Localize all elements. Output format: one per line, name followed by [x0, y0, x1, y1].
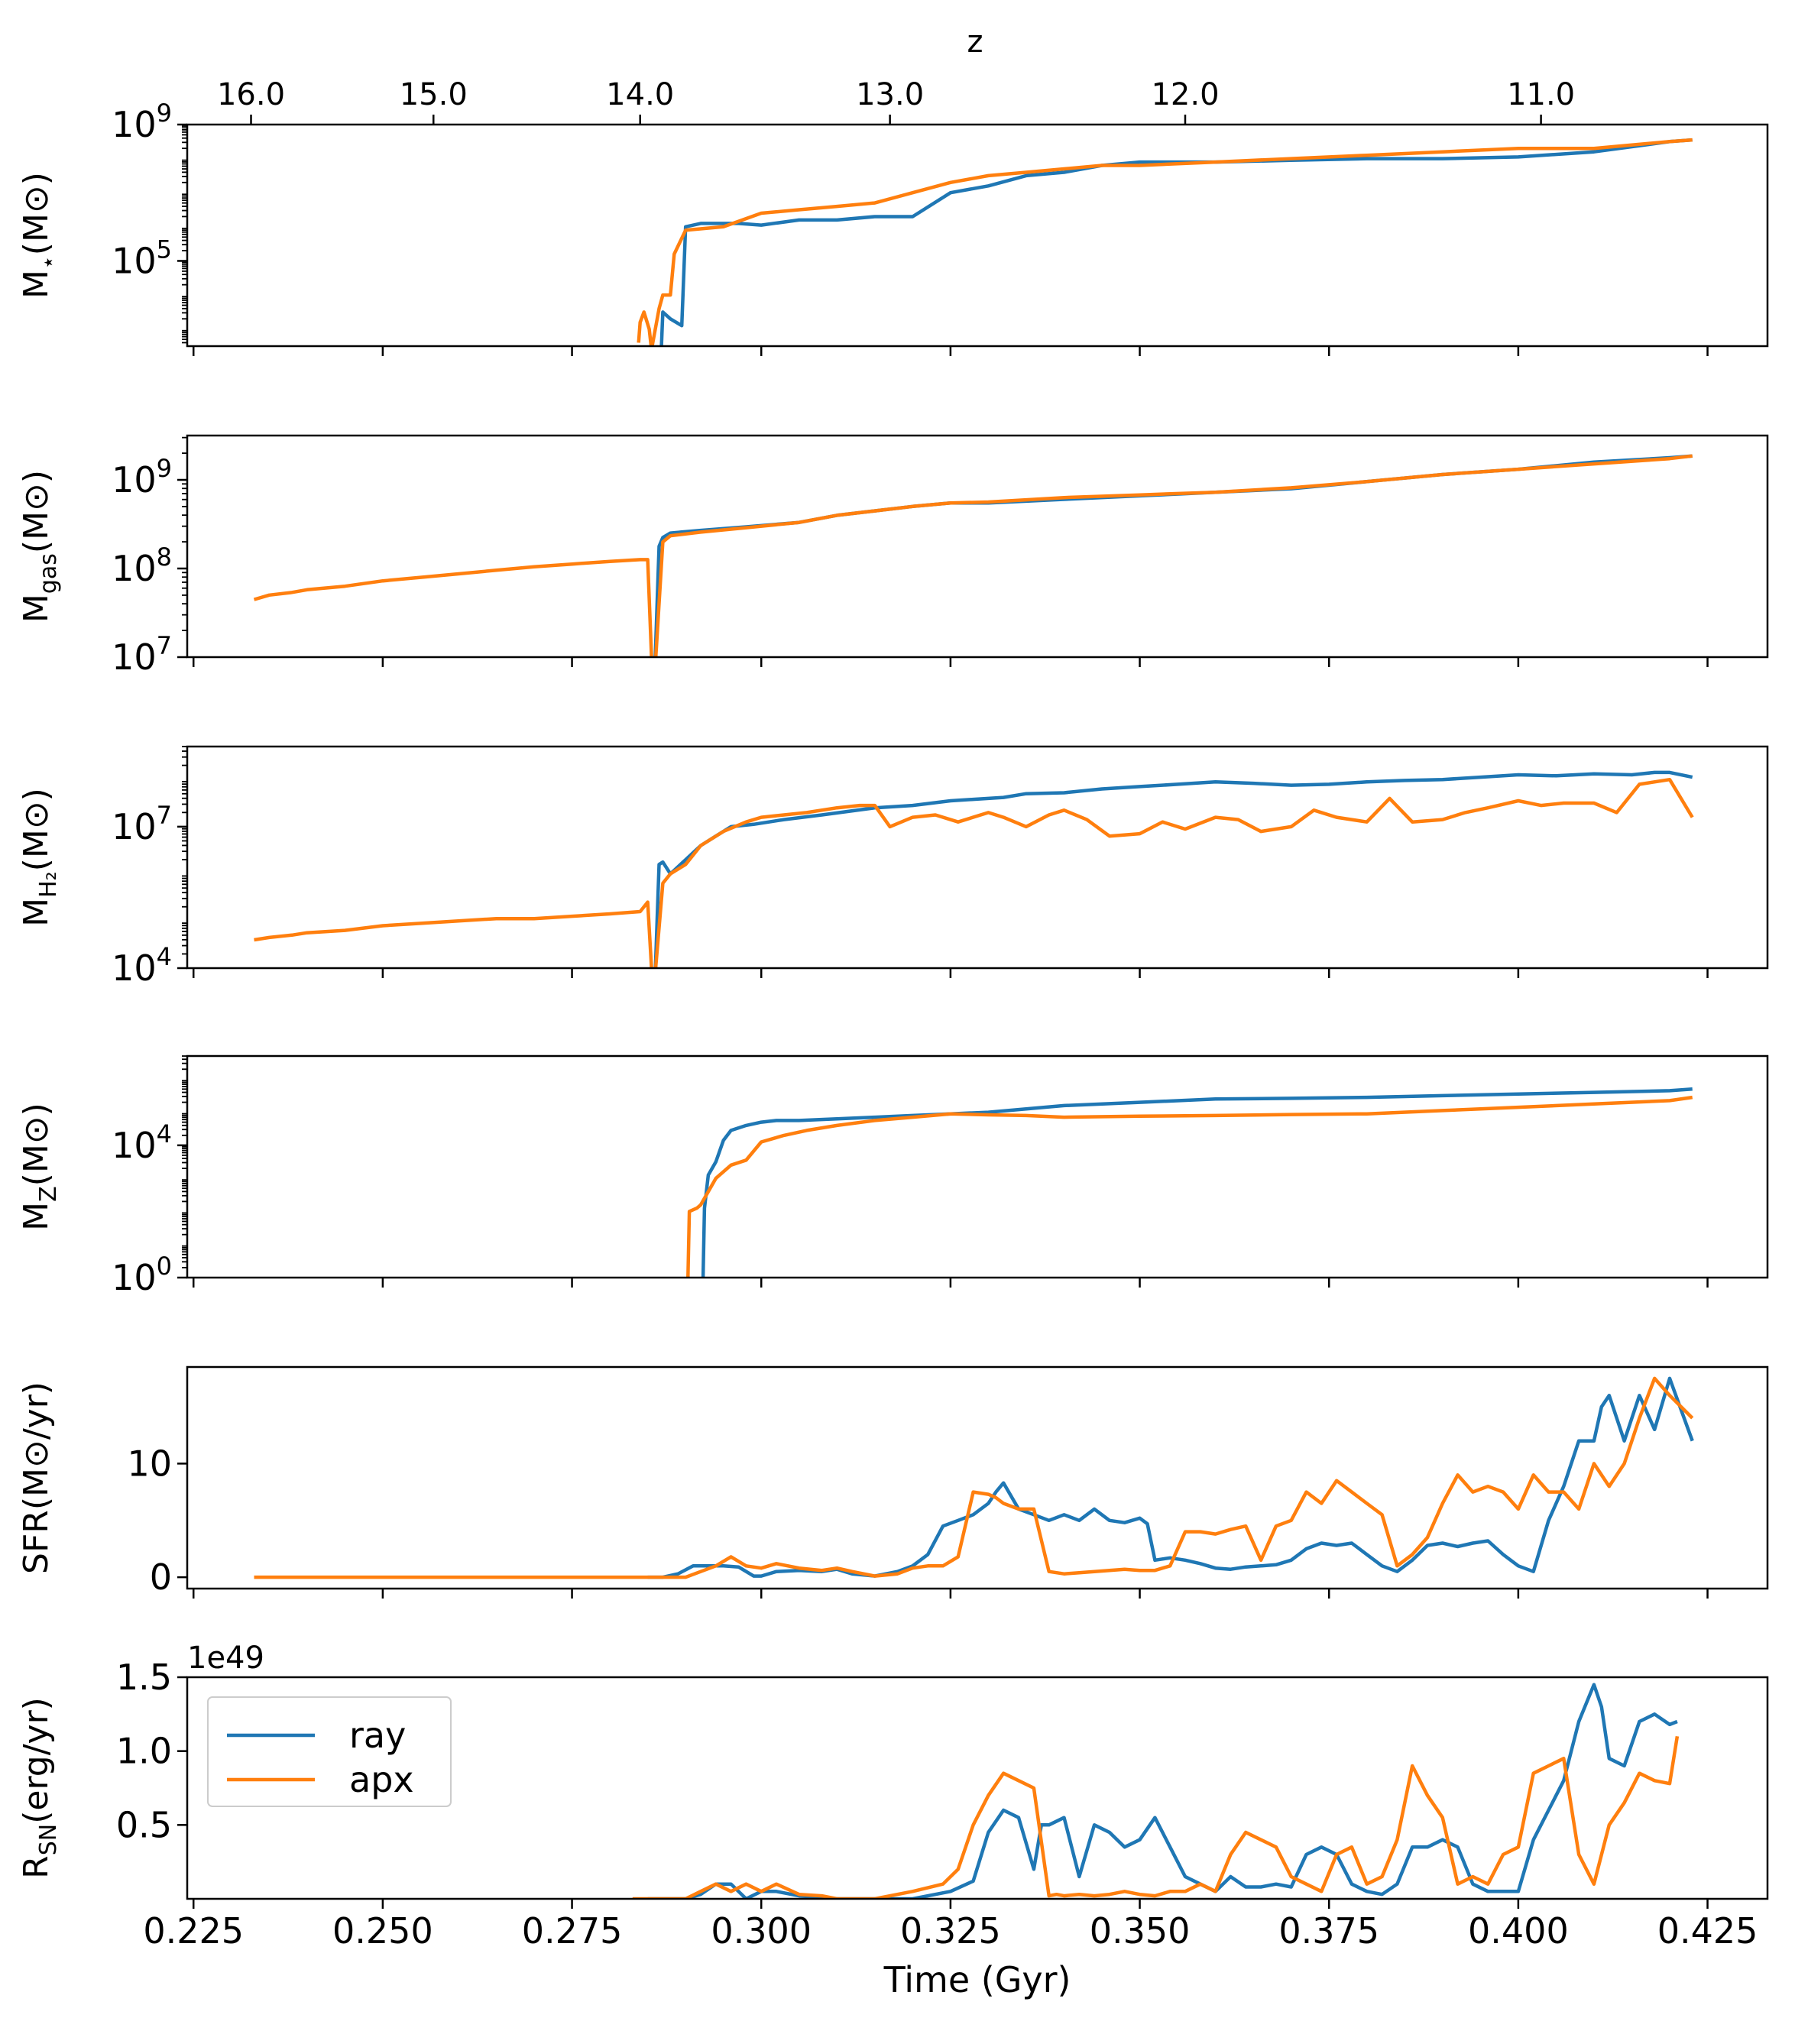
y-tick-label-metal_mass: 104	[112, 1119, 172, 1166]
y-tick-label-metal_mass: 100	[112, 1252, 172, 1298]
y-offset-text: 1e49	[187, 1641, 264, 1676]
series-line-ray-stellar_mass	[659, 138, 1693, 346]
x-tick-label: 0.400	[1468, 1910, 1569, 1952]
series-line-apx-gas_mass	[253, 454, 1693, 657]
y-tick-label-h2_mass: 104	[112, 942, 172, 989]
y-tick-label-stellar_mass: 109	[112, 99, 172, 145]
legend-label-ray: ray	[349, 1715, 406, 1756]
y-tick-label-sn_rate: 0.5	[116, 1804, 172, 1845]
series-line-apx-stellar_mass	[637, 138, 1693, 346]
y-axis-label-sfr: SFR(M⊙/yr)	[17, 1382, 56, 1574]
series-line-ray-metal_mass	[701, 1087, 1693, 1278]
x-tick-label: 0.275	[522, 1910, 623, 1952]
y-tick-label-sn_rate: 1.5	[116, 1657, 172, 1698]
y-axis-label-stellar_mass: M⋆(M⊙)	[17, 172, 62, 299]
series-line-apx-sn_rate	[632, 1735, 1680, 1899]
legend-label-apx: apx	[349, 1759, 414, 1800]
y-axis-label-h2_mass: MH₂(M⊙)	[17, 788, 62, 927]
series-line-apx-h2_mass	[254, 777, 1694, 968]
y-axis-label-sn_rate: RSN(erg/yr)	[17, 1697, 62, 1879]
legend-box	[207, 1696, 452, 1807]
series-line-ray-gas_mass	[653, 454, 1693, 657]
series-line-apx-metal_mass	[686, 1095, 1693, 1278]
z-tick-label: 15.0	[400, 77, 468, 112]
x-tick-label: 0.350	[1090, 1910, 1191, 1952]
y-axis-label-gas_mass: Mgas(M⊙)	[17, 470, 62, 623]
z-tick-label: 16.0	[217, 77, 285, 112]
axes-frame-stellar_mass	[186, 123, 1769, 348]
series-line-ray-h2_mass	[653, 770, 1693, 968]
y-tick-label-sn_rate: 1.0	[116, 1731, 172, 1772]
y-tick-label-h2_mass: 107	[112, 801, 172, 847]
z-tick-label: 14.0	[606, 77, 674, 112]
axes-frame-h2_mass	[186, 745, 1769, 970]
x-tick-label: 0.375	[1278, 1910, 1379, 1952]
x-tick-label: 0.300	[711, 1910, 812, 1952]
z-tick-label: 13.0	[856, 77, 924, 112]
y-tick-label-sfr: 10	[127, 1443, 172, 1484]
x-axis-label: Time (Gyr)	[883, 1959, 1071, 2000]
axes-frame-sn_rate	[186, 1676, 1769, 1900]
y-tick-label-stellar_mass: 105	[112, 235, 172, 281]
y-tick-label-sfr: 0	[150, 1556, 172, 1598]
x-tick-label: 0.325	[900, 1910, 1001, 1952]
x-tick-label: 0.225	[143, 1910, 244, 1952]
x-tick-label: 0.250	[332, 1910, 433, 1952]
z-axis-label: z	[967, 24, 983, 60]
z-tick-label: 11.0	[1507, 77, 1575, 112]
series-line-apx-sfr	[254, 1376, 1694, 1579]
x-tick-label: 0.425	[1657, 1910, 1758, 1952]
axes-frame-metal_mass	[186, 1054, 1769, 1279]
y-tick-label-gas_mass: 109	[112, 454, 172, 500]
y-tick-label-gas_mass: 107	[112, 631, 172, 678]
series-line-ray-sn_rate	[647, 1683, 1678, 1899]
axes-frame-gas_mass	[186, 434, 1769, 659]
axes-frame-sfr	[186, 1365, 1769, 1590]
y-axis-label-metal_mass: MZ(M⊙)	[17, 1103, 62, 1231]
y-tick-label-gas_mass: 108	[112, 543, 172, 589]
z-tick-label: 12.0	[1151, 77, 1219, 112]
